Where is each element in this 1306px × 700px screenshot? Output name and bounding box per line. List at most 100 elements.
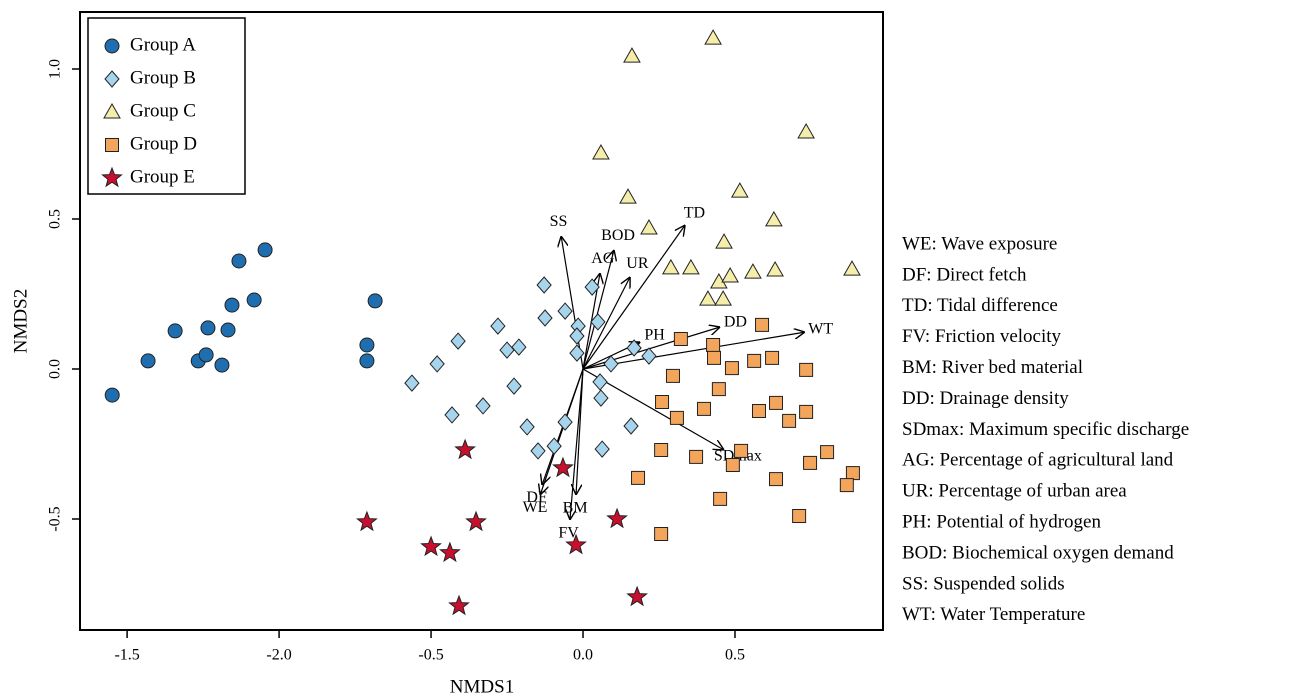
annotation: FV: Friction velocity xyxy=(902,326,1062,347)
data-point xyxy=(769,395,784,410)
data-point xyxy=(490,317,506,335)
data-point xyxy=(246,292,262,308)
y-tick-label: -0.5 xyxy=(47,506,64,531)
vector-label: AG xyxy=(591,250,615,267)
data-point xyxy=(619,188,637,204)
data-point xyxy=(220,322,236,338)
data-point xyxy=(167,323,183,339)
annotation: SS: Suspended solids xyxy=(902,573,1065,594)
data-point xyxy=(797,122,815,139)
vector-arrow xyxy=(570,368,584,520)
legend-label: Group D xyxy=(130,133,197,154)
data-point xyxy=(626,339,642,357)
data-point xyxy=(696,401,711,416)
data-point xyxy=(755,317,770,332)
data-point xyxy=(606,507,628,529)
annotation: DF: Direct fetch xyxy=(902,264,1027,285)
data-point xyxy=(546,437,562,455)
data-point xyxy=(715,233,733,249)
annotation: UR: Percentage of urban area xyxy=(902,481,1127,502)
vector-label: TD xyxy=(684,204,705,221)
data-point xyxy=(631,470,646,485)
x-tick-label: 0.0 xyxy=(573,647,593,664)
data-point xyxy=(845,466,860,481)
data-point xyxy=(594,440,610,458)
data-point xyxy=(231,253,247,269)
vector-arrow xyxy=(582,225,685,370)
plot-frame xyxy=(79,11,884,631)
legend-marker xyxy=(104,70,120,88)
data-point xyxy=(744,263,762,279)
vector-label: PH xyxy=(644,327,665,344)
data-point xyxy=(429,355,445,373)
data-point xyxy=(592,373,608,391)
data-point xyxy=(799,404,814,419)
data-point xyxy=(769,472,784,487)
data-point xyxy=(711,382,726,397)
vector-label: SS xyxy=(550,213,568,230)
data-point xyxy=(475,397,491,415)
vector-arrow xyxy=(576,368,584,495)
legend-marker xyxy=(104,38,120,54)
data-point xyxy=(792,509,807,523)
data-point xyxy=(820,445,835,460)
annotation: DD: Drainage density xyxy=(902,388,1069,409)
data-point xyxy=(655,395,670,409)
y-tick-label: 1.0 xyxy=(47,59,64,79)
data-point xyxy=(569,327,585,345)
data-point xyxy=(519,418,535,436)
legend-label: Group B xyxy=(130,67,196,88)
legend-label: Group E xyxy=(130,166,195,187)
legend-label: Group C xyxy=(130,100,196,121)
data-point xyxy=(367,293,383,309)
data-point xyxy=(140,353,156,369)
data-point xyxy=(200,320,216,336)
data-point xyxy=(689,449,704,464)
data-point xyxy=(359,353,375,369)
data-point xyxy=(444,406,460,424)
data-point xyxy=(623,47,641,63)
annotation: WT: Water Temperature xyxy=(902,604,1085,625)
data-point xyxy=(765,350,780,365)
data-point xyxy=(224,297,240,313)
data-point xyxy=(404,374,420,392)
data-point xyxy=(465,510,487,532)
data-point xyxy=(669,410,684,425)
y-tick-label: 0.5 xyxy=(47,209,64,229)
data-point xyxy=(603,355,619,373)
data-point xyxy=(584,278,600,296)
data-point xyxy=(799,362,814,377)
legend-marker xyxy=(105,138,119,152)
data-point xyxy=(454,438,476,460)
legend-marker xyxy=(103,102,121,119)
data-point xyxy=(724,361,739,376)
vector-arrow xyxy=(561,236,584,370)
legend-marker xyxy=(101,166,123,188)
data-point xyxy=(450,332,466,350)
data-point xyxy=(704,29,722,45)
annotation: SDmax: Maximum specific discharge xyxy=(902,419,1189,440)
data-point xyxy=(104,387,120,403)
data-point xyxy=(640,218,658,235)
data-point xyxy=(707,350,722,365)
data-point xyxy=(706,338,721,352)
annotation: BOD: Biochemical oxygen demand xyxy=(902,542,1174,563)
vector-label: DF xyxy=(526,489,547,506)
x-tick-label: 0.5 xyxy=(725,647,745,664)
data-point xyxy=(730,182,749,198)
data-point xyxy=(593,389,609,407)
data-point xyxy=(552,456,574,478)
data-point xyxy=(782,413,797,428)
data-point xyxy=(843,260,861,276)
data-point xyxy=(569,344,585,362)
data-point xyxy=(257,242,273,258)
annotation: BM: River bed material xyxy=(902,357,1083,378)
data-point xyxy=(592,143,610,160)
data-point xyxy=(198,347,214,363)
data-point xyxy=(839,478,854,493)
vector-label: DD xyxy=(724,314,747,331)
data-point xyxy=(537,309,553,327)
data-point xyxy=(751,404,766,418)
